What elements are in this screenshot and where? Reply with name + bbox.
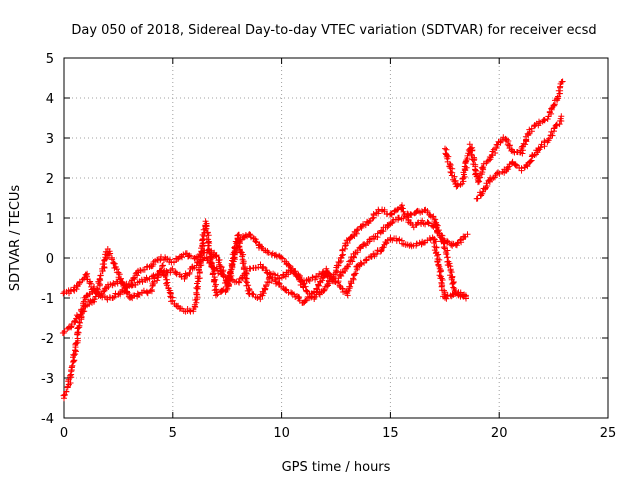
series-markers-track-4	[442, 78, 566, 190]
y-axis-label: SDTVAR / TECUs	[8, 185, 23, 292]
series-markers-track-3	[60, 218, 469, 315]
x-tick-labels: 0 5 10 15 20 25	[60, 426, 616, 441]
x-tick-label: 15	[382, 426, 399, 441]
y-tick-label: -2	[41, 332, 54, 347]
chart-title: Day 050 of 2018, Sidereal Day-to-day VTE…	[71, 23, 596, 38]
y-tick-label: 5	[46, 52, 54, 67]
y-tick-label: 2	[46, 172, 54, 187]
data-points	[59, 78, 566, 402]
y-tick-label: -4	[41, 412, 54, 427]
x-tick-label: 10	[273, 426, 290, 441]
y-tick-label: -3	[41, 372, 54, 387]
series-track-3	[60, 218, 469, 315]
series-track-4	[442, 78, 566, 190]
y-tick-label: 0	[46, 252, 54, 267]
y-tick-label: 3	[46, 132, 54, 147]
series-markers-track-5	[473, 113, 565, 202]
grid-lines	[64, 58, 608, 418]
y-tick-label: -1	[41, 292, 54, 307]
x-tick-label: 0	[60, 426, 68, 441]
y-tick-label: 1	[46, 212, 54, 227]
x-tick-label: 5	[169, 426, 177, 441]
y-tick-labels: -4 -3 -2 -1 0 1 2 3 4 5	[41, 52, 54, 427]
plot-frame	[63, 57, 609, 419]
y-tick-label: 4	[46, 92, 54, 107]
series-track-5	[473, 113, 565, 202]
x-tick-label: 25	[600, 426, 617, 441]
x-tick-label: 20	[491, 426, 508, 441]
x-axis-label: GPS time / hours	[282, 460, 391, 475]
